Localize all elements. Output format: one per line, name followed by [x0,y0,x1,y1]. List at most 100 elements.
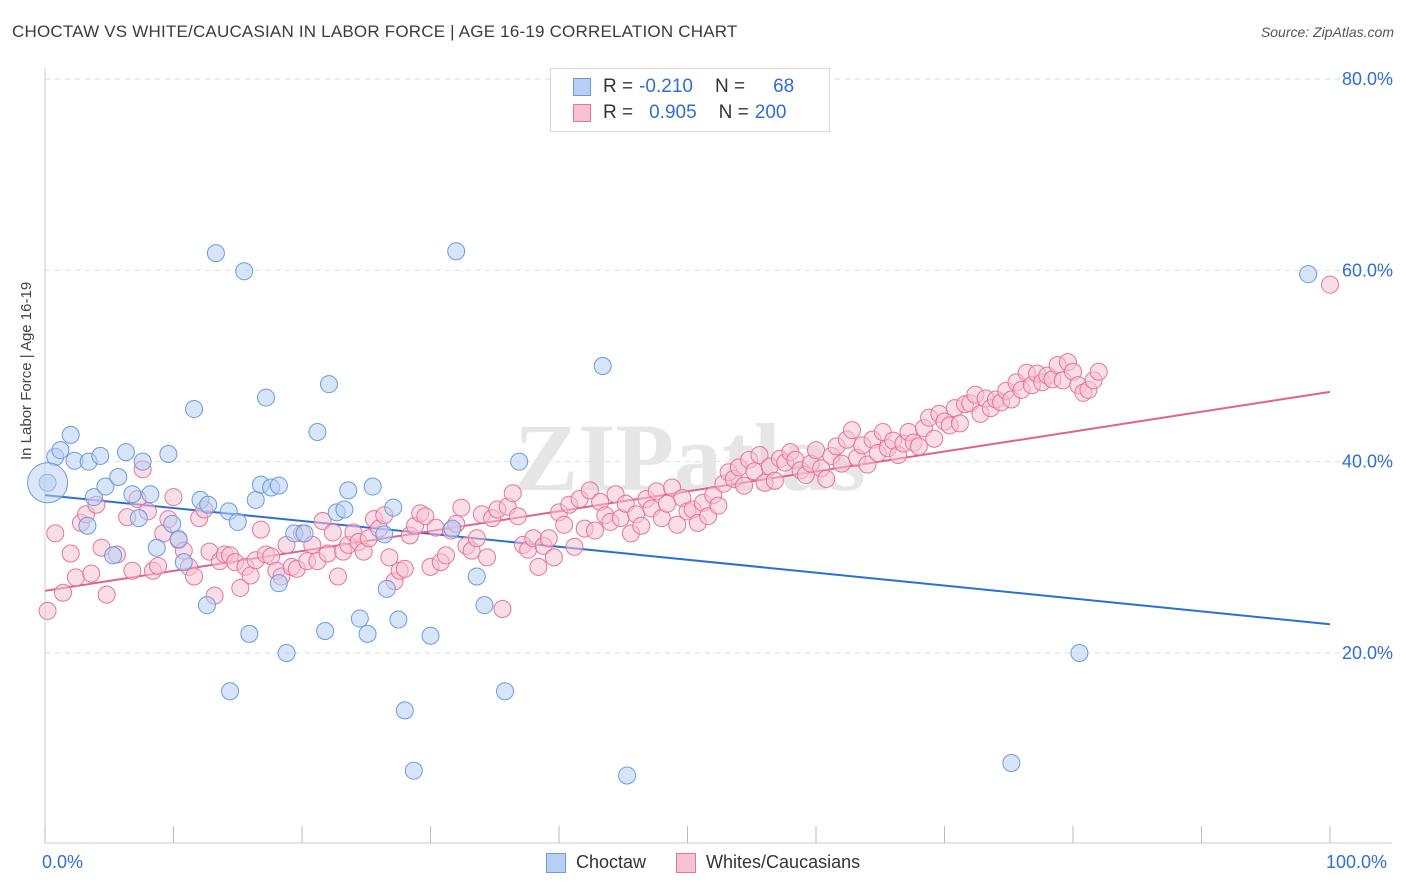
whites-point [82,564,101,583]
whites-point [709,496,728,515]
choctaw-point [395,701,414,720]
whites-point [842,421,861,440]
choctaw-point [316,621,335,640]
whites-point [508,507,527,526]
whites-point [632,516,651,535]
whites-point [950,414,969,433]
choctaw-point [350,609,369,628]
choctaw-point [443,519,462,538]
choctaw-point [593,357,612,375]
n-label: N = [714,76,746,97]
whites-point [1321,275,1339,294]
whites-point [539,529,558,548]
choctaw-point [363,477,382,496]
choctaw-point [618,766,637,785]
choctaw-point [163,514,182,533]
whites-point [668,515,687,534]
choctaw-point [91,446,110,465]
choctaw-point [496,682,515,701]
whites-point [97,585,116,604]
choctaw-point [269,476,288,495]
whites-point [555,515,574,534]
legend-row-choctaw: R = -0.210 N = 68 [573,75,794,99]
legend-item-choctaw: Choctaw [546,852,646,873]
choctaw-point [358,624,377,643]
whites-point [765,471,784,490]
whites-point [185,567,204,586]
whites-point [529,557,548,576]
choctaw-point [1299,265,1318,284]
axes [44,68,1392,844]
choctaw-point [199,495,218,514]
choctaw-point [257,388,276,407]
choctaw-point [377,579,396,598]
whites-point [503,484,522,503]
y-tick-label: 20.0% [1342,643,1393,663]
choctaw-point [308,423,327,442]
legend-row-whites: R = 0.905 N = 200 [573,101,786,125]
choctaw-point [129,509,148,528]
whites-point [858,455,877,474]
whites-point [1089,362,1108,381]
choctaw-point [335,500,354,519]
whites-point [380,548,399,567]
correlation-legend: R = -0.210 N = 68 R = 0.905 N = 200 [550,68,830,132]
choctaw-point [339,481,358,500]
whites-point [66,568,85,587]
legend-item-whites: Whites/Caucasians [676,852,860,873]
whites-point [565,537,584,556]
choctaw-point [78,516,97,535]
choctaw-point [467,567,486,586]
choctaw-point [404,761,423,780]
data-points [27,242,1339,785]
choctaw-point [197,596,216,615]
whites-point [832,454,851,473]
choctaw-trend-line [44,494,1331,626]
choctaw-point [169,530,188,549]
whites-point [452,498,471,517]
choctaw-point [269,574,288,593]
whites-point [735,476,754,495]
r-value: 0.905 [649,102,697,123]
choctaw-point [123,485,142,504]
y-tick-label: 60.0% [1342,260,1393,280]
choctaw-point [141,485,160,504]
choctaw-point [389,610,408,629]
y-tick-label: 80.0% [1342,69,1393,89]
y-axis-title: In Labor Force | Age 16-19 [18,281,35,460]
legend-label-whites: Whites/Caucasians [706,852,861,872]
legend-swatch-blue [546,852,566,873]
source-credit: Source: ZipAtlas.com [1260,24,1394,40]
x-min-label: 0.0% [42,852,84,872]
whites-point [909,437,928,456]
whites-point [493,599,512,618]
whites-point [231,578,250,597]
whites-point [657,494,676,513]
choctaw-point [375,525,394,544]
whites-point [323,523,342,542]
n-label: N = [718,102,749,123]
choctaw-point [133,452,152,471]
whites-point [395,559,414,578]
r-label: R = [603,102,634,123]
choctaw-point [447,242,466,261]
whites-point [436,546,455,565]
whites-point [318,544,337,563]
whites-point [251,520,270,539]
r-value: -0.210 [639,76,693,97]
choctaw-point [109,467,128,486]
choctaw-point [147,538,166,557]
whites-point [807,441,825,460]
whites-point [241,566,260,585]
gridlines [45,78,1392,654]
choctaw-point [246,490,265,509]
whites-point [313,511,332,530]
whites-point [416,507,435,526]
whites-point [467,529,486,548]
whites-point [328,567,347,586]
choctaw-point [228,512,247,531]
whites-point [925,429,944,448]
choctaw-point [159,445,178,464]
choctaw-point [206,244,225,263]
